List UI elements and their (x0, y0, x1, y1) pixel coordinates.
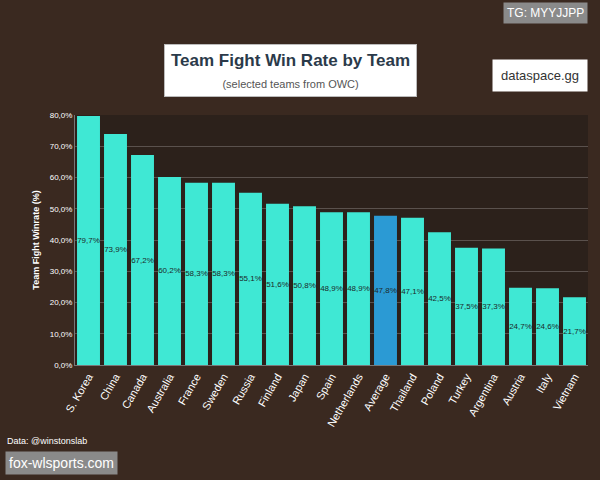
svg-text:37,3%: 37,3% (482, 302, 505, 311)
svg-text:73,9%: 73,9% (104, 245, 127, 254)
svg-text:Austria: Austria (499, 371, 527, 407)
svg-text:55,1%: 55,1% (239, 274, 262, 283)
svg-text:Thailand: Thailand (388, 371, 419, 414)
svg-text:Team Fight Win Rate by Team(se: Team Fight Win Rate by Team(selected tea… (171, 51, 410, 90)
svg-text:Poland: Poland (418, 371, 446, 407)
svg-text:37,5%: 37,5% (455, 302, 478, 311)
svg-text:Turkey: Turkey (446, 371, 473, 406)
svg-text:58,3%: 58,3% (212, 269, 235, 278)
svg-text:30,0%: 30,0% (50, 267, 73, 276)
svg-text:France: France (175, 371, 203, 407)
svg-text:Team Fight Winrate (%): Team Fight Winrate (%) (31, 190, 41, 289)
svg-text:Argentina: Argentina (466, 371, 500, 419)
svg-text:51,6%: 51,6% (266, 280, 289, 289)
svg-text:24,6%: 24,6% (536, 322, 559, 331)
svg-text:Canada: Canada (119, 371, 149, 411)
svg-text:Data: @winstonslab: Data: @winstonslab (7, 436, 87, 446)
svg-text:Vietnam: Vietnam (551, 371, 581, 412)
svg-text:20,0%: 20,0% (50, 298, 73, 307)
svg-text:10,0%: 10,0% (50, 330, 73, 339)
svg-text:42,5%: 42,5% (428, 294, 451, 303)
svg-text:24,7%: 24,7% (509, 322, 532, 331)
svg-text:48,9%: 48,9% (347, 284, 370, 293)
svg-text:dataspace.gg: dataspace.gg (501, 68, 579, 83)
svg-text:Russia: Russia (230, 371, 258, 407)
svg-text:70,0%: 70,0% (50, 142, 73, 151)
svg-text:fox-wlsports.com: fox-wlsports.com (9, 455, 114, 471)
svg-text:47,1%: 47,1% (401, 287, 424, 296)
svg-text:60,0%: 60,0% (50, 173, 73, 182)
svg-text:Average: Average (361, 371, 392, 412)
svg-text:S. Korea: S. Korea (63, 371, 95, 415)
svg-text:79,7%: 79,7% (77, 236, 100, 245)
svg-text:0,0%: 0,0% (54, 361, 72, 370)
svg-text:China: China (97, 371, 122, 403)
svg-text:58,3%: 58,3% (185, 269, 208, 278)
svg-text:80,0%: 80,0% (50, 111, 73, 120)
svg-text:TG: MYYJJPP: TG: MYYJJPP (507, 6, 584, 20)
svg-text:Sweden: Sweden (200, 371, 230, 411)
svg-text:Italy: Italy (534, 371, 555, 395)
svg-text:40,0%: 40,0% (50, 236, 73, 245)
svg-text:47,8%: 47,8% (374, 286, 397, 295)
svg-text:Japan: Japan (286, 371, 311, 403)
svg-text:Netherlands: Netherlands (325, 371, 365, 429)
svg-text:60,2%: 60,2% (158, 266, 181, 275)
svg-text:67,2%: 67,2% (131, 256, 154, 265)
svg-text:48,9%: 48,9% (320, 284, 343, 293)
svg-text:50,0%: 50,0% (50, 205, 73, 214)
svg-text:Finland: Finland (256, 371, 284, 408)
svg-text:Australia: Australia (144, 371, 176, 415)
svg-text:Spain: Spain (314, 371, 338, 401)
svg-text:21,7%: 21,7% (563, 327, 586, 336)
svg-text:50,8%: 50,8% (293, 281, 316, 290)
